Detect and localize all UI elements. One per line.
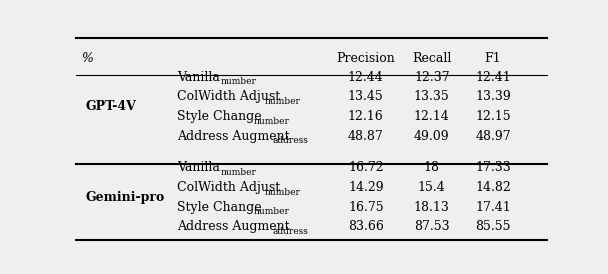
Text: number: number (221, 168, 257, 177)
Text: ColWidth Adjust: ColWidth Adjust (178, 181, 280, 194)
Text: address: address (272, 227, 308, 236)
Text: 14.82: 14.82 (475, 181, 511, 194)
Text: number: number (254, 116, 290, 125)
Text: 17.41: 17.41 (475, 201, 511, 214)
Text: Precision: Precision (336, 52, 395, 65)
Text: 14.29: 14.29 (348, 181, 384, 194)
Text: 18: 18 (424, 161, 440, 175)
Text: Style Change: Style Change (178, 110, 262, 123)
Text: 12.14: 12.14 (414, 110, 450, 123)
Text: 48.87: 48.87 (348, 130, 384, 142)
Text: 12.41: 12.41 (475, 71, 511, 84)
Text: number: number (254, 207, 290, 216)
Text: Vanilla: Vanilla (178, 161, 220, 175)
Text: 12.15: 12.15 (475, 110, 511, 123)
Text: 85.55: 85.55 (475, 220, 511, 233)
Text: 18.13: 18.13 (414, 201, 450, 214)
Text: 83.66: 83.66 (348, 220, 384, 233)
Text: F1: F1 (485, 52, 502, 65)
Text: 12.16: 12.16 (348, 110, 384, 123)
Text: address: address (272, 136, 308, 145)
Text: ColWidth Adjust: ColWidth Adjust (178, 90, 280, 103)
Text: Address Augment: Address Augment (178, 130, 290, 142)
Text: 12.37: 12.37 (414, 71, 449, 84)
Text: 13.35: 13.35 (414, 90, 450, 103)
Text: Gemini-pro: Gemini-pro (85, 191, 165, 204)
Text: number: number (221, 77, 257, 86)
Text: 48.97: 48.97 (475, 130, 511, 142)
Text: Address Augment: Address Augment (178, 220, 290, 233)
Text: Vanilla: Vanilla (178, 71, 220, 84)
Text: 13.39: 13.39 (475, 90, 511, 103)
Text: 13.45: 13.45 (348, 90, 384, 103)
Text: 15.4: 15.4 (418, 181, 446, 194)
Text: 87.53: 87.53 (414, 220, 449, 233)
Text: 16.75: 16.75 (348, 201, 384, 214)
Text: 16.72: 16.72 (348, 161, 384, 175)
Text: 17.33: 17.33 (475, 161, 511, 175)
Text: 12.44: 12.44 (348, 71, 384, 84)
Text: Recall: Recall (412, 52, 452, 65)
Text: %: % (81, 52, 92, 65)
Text: Style Change: Style Change (178, 201, 262, 214)
Text: number: number (265, 188, 301, 197)
Text: 49.09: 49.09 (414, 130, 449, 142)
Text: GPT-4V: GPT-4V (85, 100, 136, 113)
Text: number: number (265, 97, 301, 106)
